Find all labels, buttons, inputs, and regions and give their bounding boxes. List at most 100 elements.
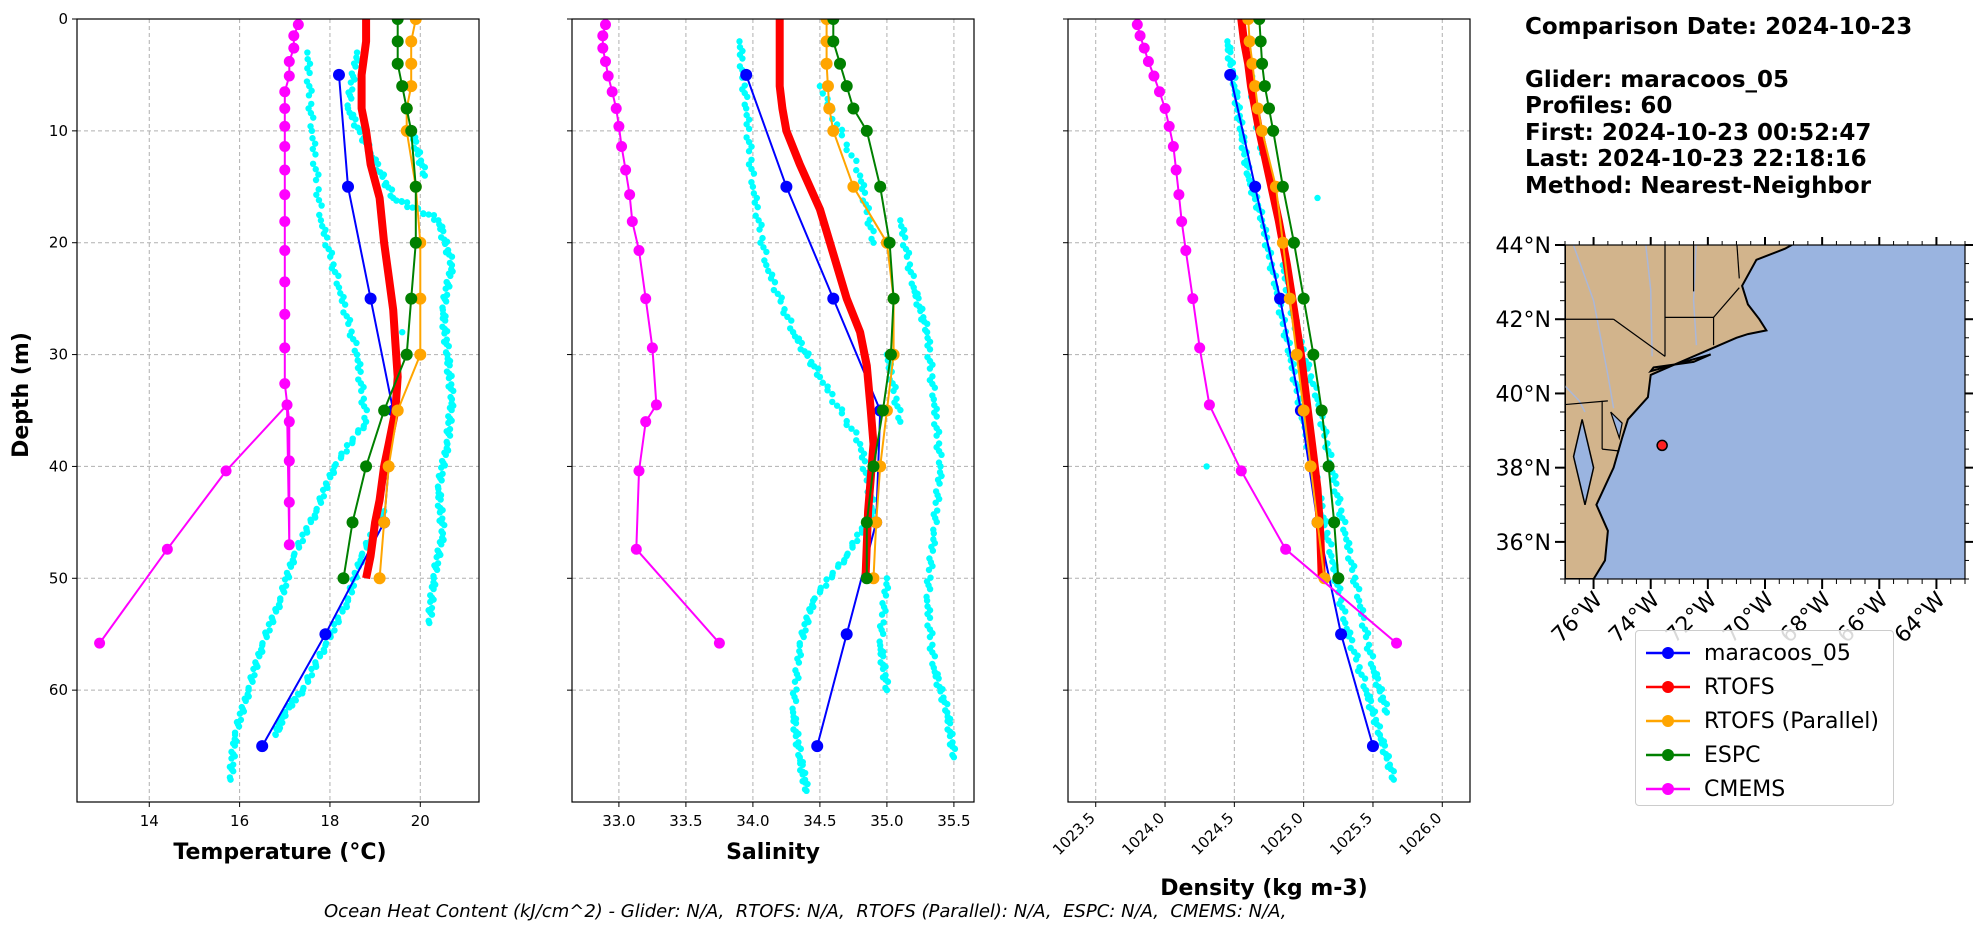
map-y-tick-label: 40°N [1496, 382, 1551, 407]
delaware-bay [1610, 411, 1623, 441]
series-point [1187, 293, 1199, 305]
glider-scatter-point [819, 379, 826, 386]
temperature-axis-label: Temperature (°C) [173, 840, 386, 865]
legend-marker [1646, 647, 1690, 659]
glider-scatter-point [1383, 755, 1391, 762]
glider-scatter-point [398, 198, 406, 205]
glider-scatter-point [312, 151, 319, 158]
glider-scatter-point [343, 442, 351, 449]
glider-scatter-point [446, 432, 454, 439]
last-time: Last: 2024-10-23 22:18:16 [1525, 146, 1867, 172]
glider-scatter-point [310, 114, 317, 121]
glider-scatter-point [242, 697, 249, 705]
axes-frame [76, 18, 480, 803]
glider-scatter-point [798, 339, 805, 347]
series-point [279, 342, 291, 354]
glider-scatter-point [414, 151, 422, 158]
glider-scatter-point [347, 79, 355, 86]
legend-marker [1646, 715, 1690, 727]
glider-scatter-point [343, 448, 350, 455]
series-point [1280, 543, 1292, 555]
glider-scatter-point [926, 346, 934, 353]
glider-scatter-point [754, 203, 761, 211]
legend-label: CMEMS [1704, 776, 1786, 802]
glider-scatter-point [327, 253, 334, 260]
glider-scatter-point [311, 140, 319, 147]
series-point [1194, 342, 1206, 354]
glider-scatter-point [750, 170, 758, 177]
series-point [288, 30, 300, 42]
glider-scatter-point [437, 496, 444, 503]
glider-scatter-point [1335, 499, 1342, 506]
x-tick-label: 1025.5 [1326, 809, 1376, 859]
series-point [279, 102, 291, 114]
glider-scatter-point [792, 732, 800, 740]
series-point [364, 292, 377, 305]
x-tick-label: 1025.0 [1257, 809, 1307, 859]
series-line-cmems [98, 24, 300, 644]
glider-scatter-point [926, 585, 934, 593]
glider-scatter-point [910, 272, 917, 280]
glider-scatter-point [442, 298, 450, 305]
glider-scatter-point [250, 665, 257, 673]
legend-label: RTOFS [1704, 674, 1775, 700]
comparison-date: Comparison Date: 2024-10-23 [1525, 14, 1913, 40]
glider-scatter-point [870, 239, 877, 246]
series-point [1242, 19, 1255, 25]
series-point [378, 404, 391, 417]
glider-scatter-point [445, 419, 452, 427]
glider-scatter-point [1383, 700, 1391, 708]
glider-scatter-point [1314, 194, 1321, 202]
series-point [1251, 102, 1264, 115]
series-point [602, 70, 614, 82]
glider-scatter-point [227, 776, 234, 783]
glider-scatter-point [903, 253, 911, 260]
series-point [400, 102, 413, 115]
map-y-tick-label: 44°N [1496, 234, 1551, 259]
long-island [1648, 353, 1712, 373]
x-tick-label: 35.0 [870, 812, 903, 830]
glider-scatter-point [853, 531, 861, 538]
series-point [1263, 102, 1275, 115]
glider-scatter-point [1342, 608, 1349, 615]
glider-scatter-point [777, 298, 784, 305]
glider-scatter-point [421, 164, 429, 171]
series-point [281, 399, 293, 411]
glider-scatter-point [316, 652, 324, 660]
series-point [860, 124, 873, 137]
glider-scatter-point [926, 614, 934, 622]
series-point [337, 572, 350, 585]
glider-scatter-point [950, 754, 958, 761]
glider-scatter-point [745, 125, 753, 133]
glider-scatter-point [356, 128, 364, 136]
glider-scatter-point [404, 203, 411, 211]
glider-scatter-point [801, 621, 808, 628]
series-point [821, 80, 834, 93]
glider-scatter-point [743, 105, 750, 112]
glider-scatter-point [307, 518, 315, 526]
glider-scatter-point [843, 141, 850, 148]
series-point [292, 19, 304, 31]
glider-scatter-point [306, 69, 313, 77]
glider-scatter-point [856, 172, 864, 179]
glider-scatter-point [442, 285, 449, 292]
glider-scatter-point [804, 352, 811, 359]
state-border [1602, 448, 1620, 452]
river [1572, 245, 1615, 409]
glider-scatter-point [353, 351, 361, 358]
series-point [633, 465, 645, 477]
glider-scatter-point [739, 55, 746, 62]
glider-scatter-point [363, 406, 370, 414]
glider-scatter-point [403, 199, 411, 206]
glider-scatter-point [317, 499, 325, 506]
legend-label: ESPC [1704, 742, 1761, 768]
legend-marker [1646, 749, 1690, 761]
glider-scatter-point [305, 92, 313, 99]
glider-scatter-point [272, 731, 279, 739]
legend-item: CMEMS [1636, 772, 1893, 806]
glider-scatter-point [412, 138, 420, 145]
glider-scatter-point [792, 720, 800, 727]
series-point [1311, 516, 1324, 529]
glider-scatter-point [441, 521, 448, 529]
glider-scatter-point [295, 691, 302, 698]
